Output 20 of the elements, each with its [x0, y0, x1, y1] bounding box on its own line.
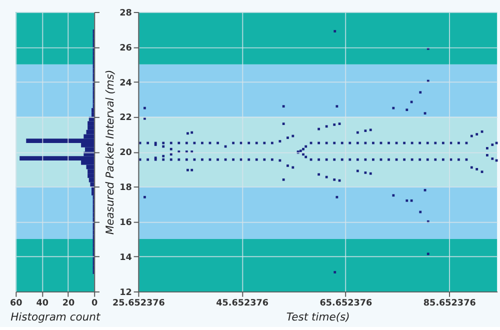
- y-axis-title: Measured Packet Interval (ms): [104, 70, 117, 235]
- x-tick-label: 60: [10, 298, 22, 309]
- x-tick-label: 0: [92, 298, 98, 309]
- x-tick-label: 45.652376: [216, 298, 269, 309]
- y-tick-label: 18: [120, 183, 132, 194]
- y-tick-label: 24: [120, 78, 132, 88]
- y-tick-label: 28: [120, 8, 132, 18]
- x-axis-title: Histogram count: [10, 310, 101, 324]
- y-tick-label: 16: [120, 218, 132, 228]
- y-tick-label: 20: [120, 148, 132, 158]
- y-tick-label: 26: [120, 43, 132, 54]
- x-tick-label: 40: [36, 298, 48, 309]
- y-tick-label: 14: [120, 252, 132, 263]
- y-tick-label: 12: [120, 288, 132, 298]
- x-tick-label: 85.652376: [423, 298, 476, 309]
- x-tick-label: 25.652376: [112, 298, 165, 309]
- x-tick-label: 65.652376: [320, 298, 372, 309]
- y-tick-label: 22: [120, 113, 132, 124]
- x-tick-label: 20: [62, 298, 75, 309]
- x-axis-title: Test time(s): [286, 310, 350, 324]
